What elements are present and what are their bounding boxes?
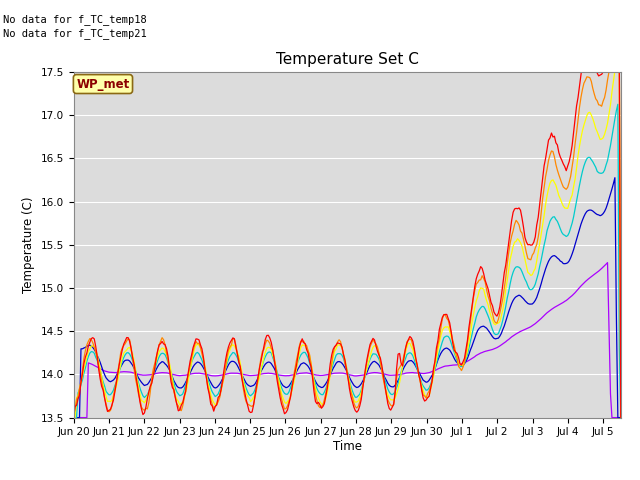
Text: No data for f_TC_temp18: No data for f_TC_temp18 — [3, 13, 147, 24]
Legend: TC_C -32cm, TC_C -8cm, TC_C -4cm, TC_C +4cm, TC_C +8cm, TC_C +12cm: TC_C -32cm, TC_C -8cm, TC_C -4cm, TC_C +… — [50, 476, 640, 480]
Y-axis label: Temperature (C): Temperature (C) — [22, 196, 35, 293]
Text: WP_met: WP_met — [76, 78, 129, 91]
Title: Temperature Set C: Temperature Set C — [276, 52, 419, 67]
Text: No data for f_TC_temp21: No data for f_TC_temp21 — [3, 28, 147, 39]
X-axis label: Time: Time — [333, 440, 362, 453]
